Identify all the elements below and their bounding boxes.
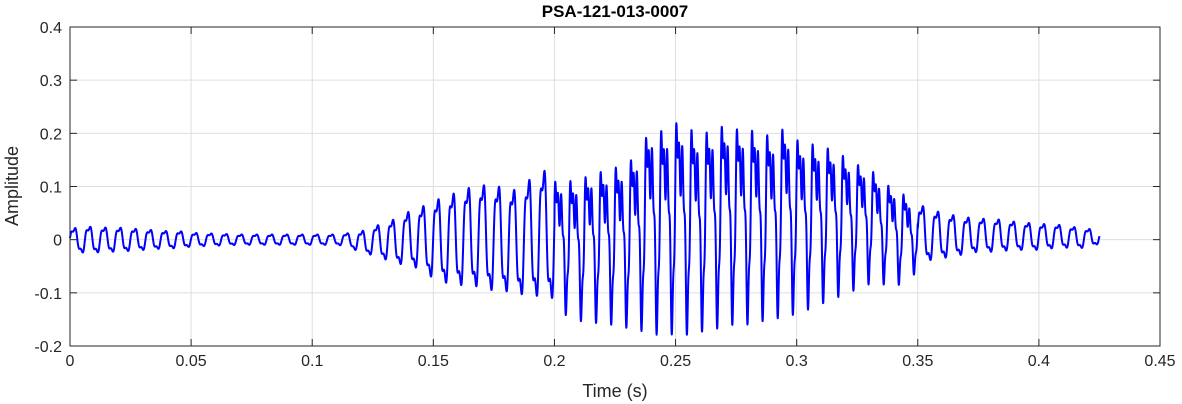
y-tick-label: 0.1 (40, 180, 62, 197)
y-tick-label: 0.2 (40, 126, 62, 143)
x-tick-label: 0.3 (786, 353, 808, 370)
x-axis-label: Time (s) (582, 381, 647, 401)
y-tick-label: 0.4 (40, 20, 62, 37)
x-tick-label: 0.1 (301, 353, 323, 370)
y-axis-label: Amplitude (2, 146, 22, 226)
y-tick-label: 0.3 (40, 73, 62, 90)
tick-marks (69, 26, 1161, 347)
x-tick-label: 0.45 (1144, 353, 1175, 370)
x-tick-label: 0.25 (660, 353, 691, 370)
x-tick-label: 0 (66, 353, 75, 370)
series-line-0 (69, 122, 1101, 336)
chart-title: PSA-121-013-0007 (542, 2, 688, 21)
x-axis-tick-labels: 0 0.05 0.1 0.15 0.2 0.25 0.3 0.35 0.4 0.45 (66, 353, 1176, 370)
y-axis-tick-labels: -0.2 -0.1 0 0.1 0.2 0.3 0.4 (34, 20, 62, 356)
y-tick-label: 0 (53, 233, 62, 250)
y-tick-label: -0.1 (34, 286, 62, 303)
x-tick-label: 0.2 (543, 353, 565, 370)
x-tick-label: 0.35 (902, 353, 933, 370)
x-tick-label: 0.4 (1028, 353, 1050, 370)
y-tick-label: -0.2 (34, 339, 62, 356)
x-tick-label: 0.15 (418, 353, 449, 370)
x-tick-label: 0.05 (176, 353, 207, 370)
waveform (69, 122, 1101, 336)
plot-area (69, 26, 1161, 347)
